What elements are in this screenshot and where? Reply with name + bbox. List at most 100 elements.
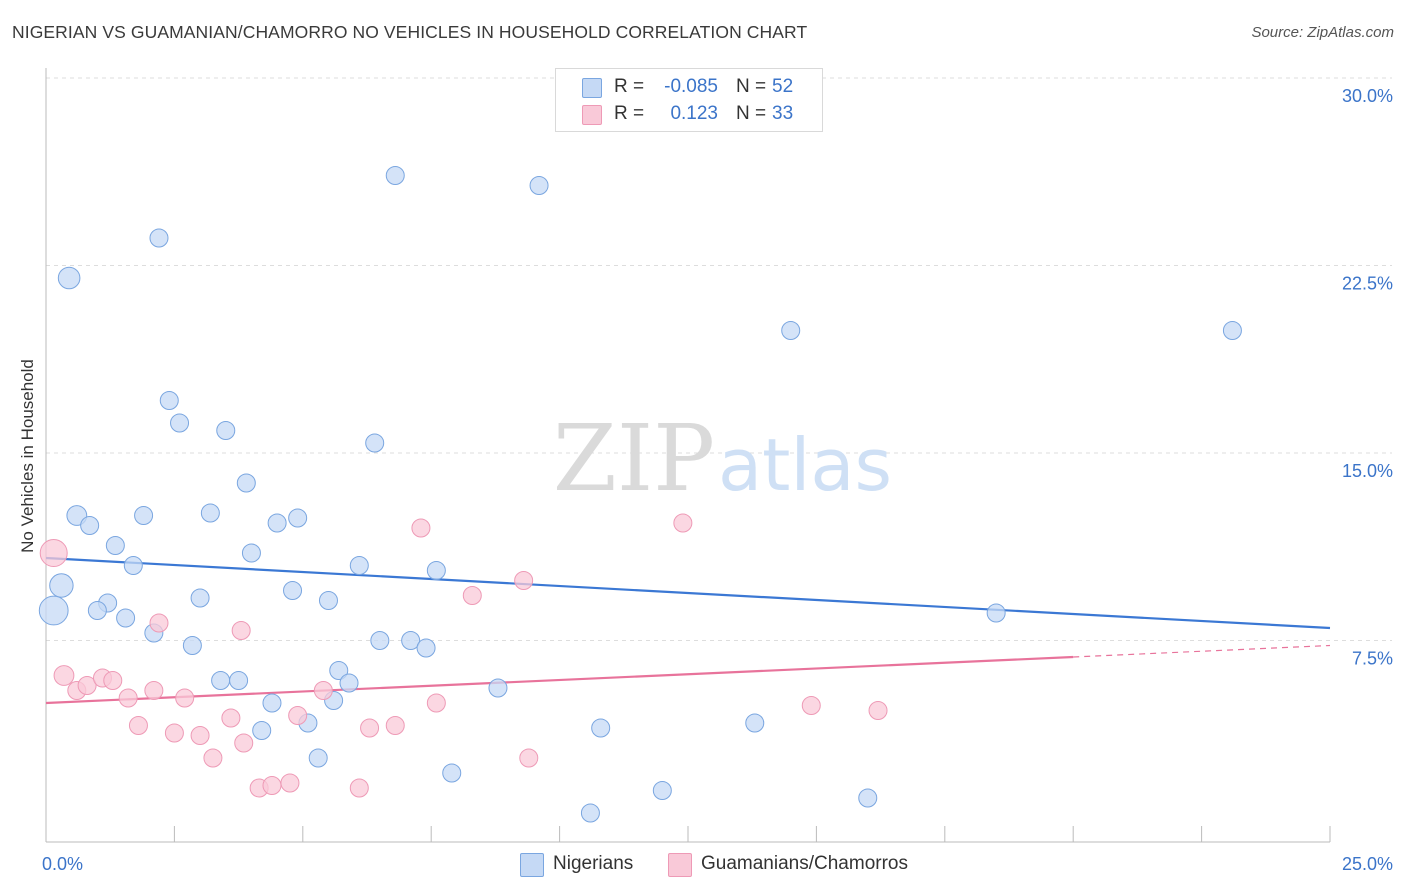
nigerian-point: [87, 601, 107, 620]
legend-swatch-blue: [520, 853, 544, 877]
guamanian-point: [462, 586, 482, 605]
nigerian-point: [105, 536, 125, 555]
nigerian-point: [49, 573, 74, 598]
legend-swatch-pink: [582, 105, 602, 125]
nigerian-point: [216, 421, 236, 440]
nigerian-point: [781, 321, 801, 340]
nigerian-point: [416, 638, 436, 658]
watermark: ZIP atlas: [553, 405, 892, 512]
legend-r-value: -0.085: [664, 76, 718, 97]
nigerian-point: [149, 228, 169, 248]
guamanian-point: [313, 681, 333, 700]
data-points: [38, 166, 1242, 823]
guamanian-point: [190, 726, 210, 745]
nigerian-point: [288, 508, 308, 528]
trend-line-1: [45, 655, 1074, 705]
guamanian-point: [288, 706, 308, 725]
guamanian-point: [164, 723, 184, 743]
guamanian-point: [262, 776, 282, 795]
guamanian-point: [149, 613, 169, 633]
guamanian-point: [385, 716, 405, 735]
guamanian-point: [280, 773, 300, 793]
nigerian-point: [529, 176, 549, 195]
watermark-zip: ZIP: [553, 405, 715, 512]
nigerian-point: [159, 391, 179, 410]
guamanian-point: [77, 676, 97, 695]
guamanian-point: [234, 733, 254, 753]
nigerian-point: [329, 661, 349, 680]
nigerian-point: [365, 433, 385, 453]
source-credit: Source: ZipAtlas.com: [1251, 24, 1394, 41]
axes: [45, 68, 1331, 843]
nigerian-point: [488, 678, 508, 698]
guamanian-point: [360, 718, 380, 738]
legend-n-value: 33: [772, 103, 794, 124]
y-tick-label: 30.0%: [1342, 86, 1393, 106]
legend-r-label: R =: [614, 103, 645, 124]
legend-n-value: 52: [772, 76, 794, 97]
nigerian-point: [283, 581, 303, 600]
nigerian-point: [652, 781, 672, 800]
guamanian-point: [128, 716, 148, 735]
guamanian-point: [411, 518, 431, 538]
tick-labels: 7.5% 15.0% 22.5% 30.0% 0.0% 25.0%: [42, 86, 1393, 874]
guamanian-point: [175, 688, 195, 708]
guamanian-point: [514, 571, 534, 590]
legend-swatch-pink: [668, 853, 692, 877]
trend-line-0: [45, 556, 1331, 630]
nigerian-point: [591, 718, 611, 738]
legend-n-label: N =: [736, 76, 767, 97]
nigerian-point: [401, 631, 421, 650]
guamanian-point: [801, 696, 821, 715]
guamanian-point: [519, 748, 539, 768]
y-tick-label: 22.5%: [1342, 274, 1393, 294]
guamanian-point: [203, 748, 223, 768]
nigerian-point: [123, 556, 143, 575]
nigerian-point: [385, 166, 405, 185]
correlation-legend: R = -0.085 N = 52 R = 0.123 N = 33: [555, 68, 823, 132]
nigerian-point: [349, 556, 369, 575]
nigerian-point: [318, 591, 338, 610]
nigerian-point: [38, 595, 69, 626]
nigerian-point: [426, 561, 446, 580]
guamanian-point: [103, 671, 123, 690]
watermark-atlas: atlas: [718, 423, 892, 507]
nigerian-point: [267, 513, 287, 533]
trend-lines: [45, 556, 1331, 705]
guamanian-point: [144, 681, 164, 700]
nigerian-point: [339, 673, 359, 693]
guamanian-point: [673, 513, 693, 533]
guamanian-point: [39, 539, 68, 567]
legend-label-nigerians: Nigerians: [553, 853, 634, 874]
nigerian-point: [170, 413, 190, 433]
nigerian-point: [442, 763, 462, 783]
trend-line-dashed-1: [1073, 644, 1331, 658]
nigerian-point: [200, 503, 220, 523]
guamanian-point: [426, 693, 446, 713]
guamanian-point: [221, 708, 241, 728]
legend-n-label: N =: [736, 103, 767, 124]
guamanian-point: [349, 778, 369, 798]
legend-row-guamanians: R = 0.123 N = 33: [556, 101, 822, 127]
nigerian-point: [116, 608, 136, 628]
guamanian-point: [231, 621, 251, 640]
nigerian-point: [580, 803, 600, 823]
y-tick-label: 7.5%: [1352, 649, 1393, 669]
guamanian-point: [53, 665, 75, 686]
nigerian-point: [182, 636, 202, 655]
nigerian-point: [370, 631, 390, 650]
y-tick-label: 15.0%: [1342, 461, 1393, 481]
legend-swatch-blue: [582, 78, 602, 98]
guamanian-point: [868, 701, 888, 720]
x-tick-label: 25.0%: [1342, 854, 1393, 874]
nigerian-point: [134, 506, 154, 525]
nigerian-point: [241, 543, 261, 563]
chart-title: NIGERIAN VS GUAMANIAN/CHAMORRO NO VEHICL…: [12, 22, 808, 42]
nigerian-point: [1222, 321, 1242, 340]
nigerian-point: [57, 266, 81, 290]
nigerian-point: [858, 788, 878, 808]
guamanian-point: [118, 688, 138, 708]
nigerian-point: [308, 748, 328, 768]
nigerian-point: [80, 516, 100, 535]
